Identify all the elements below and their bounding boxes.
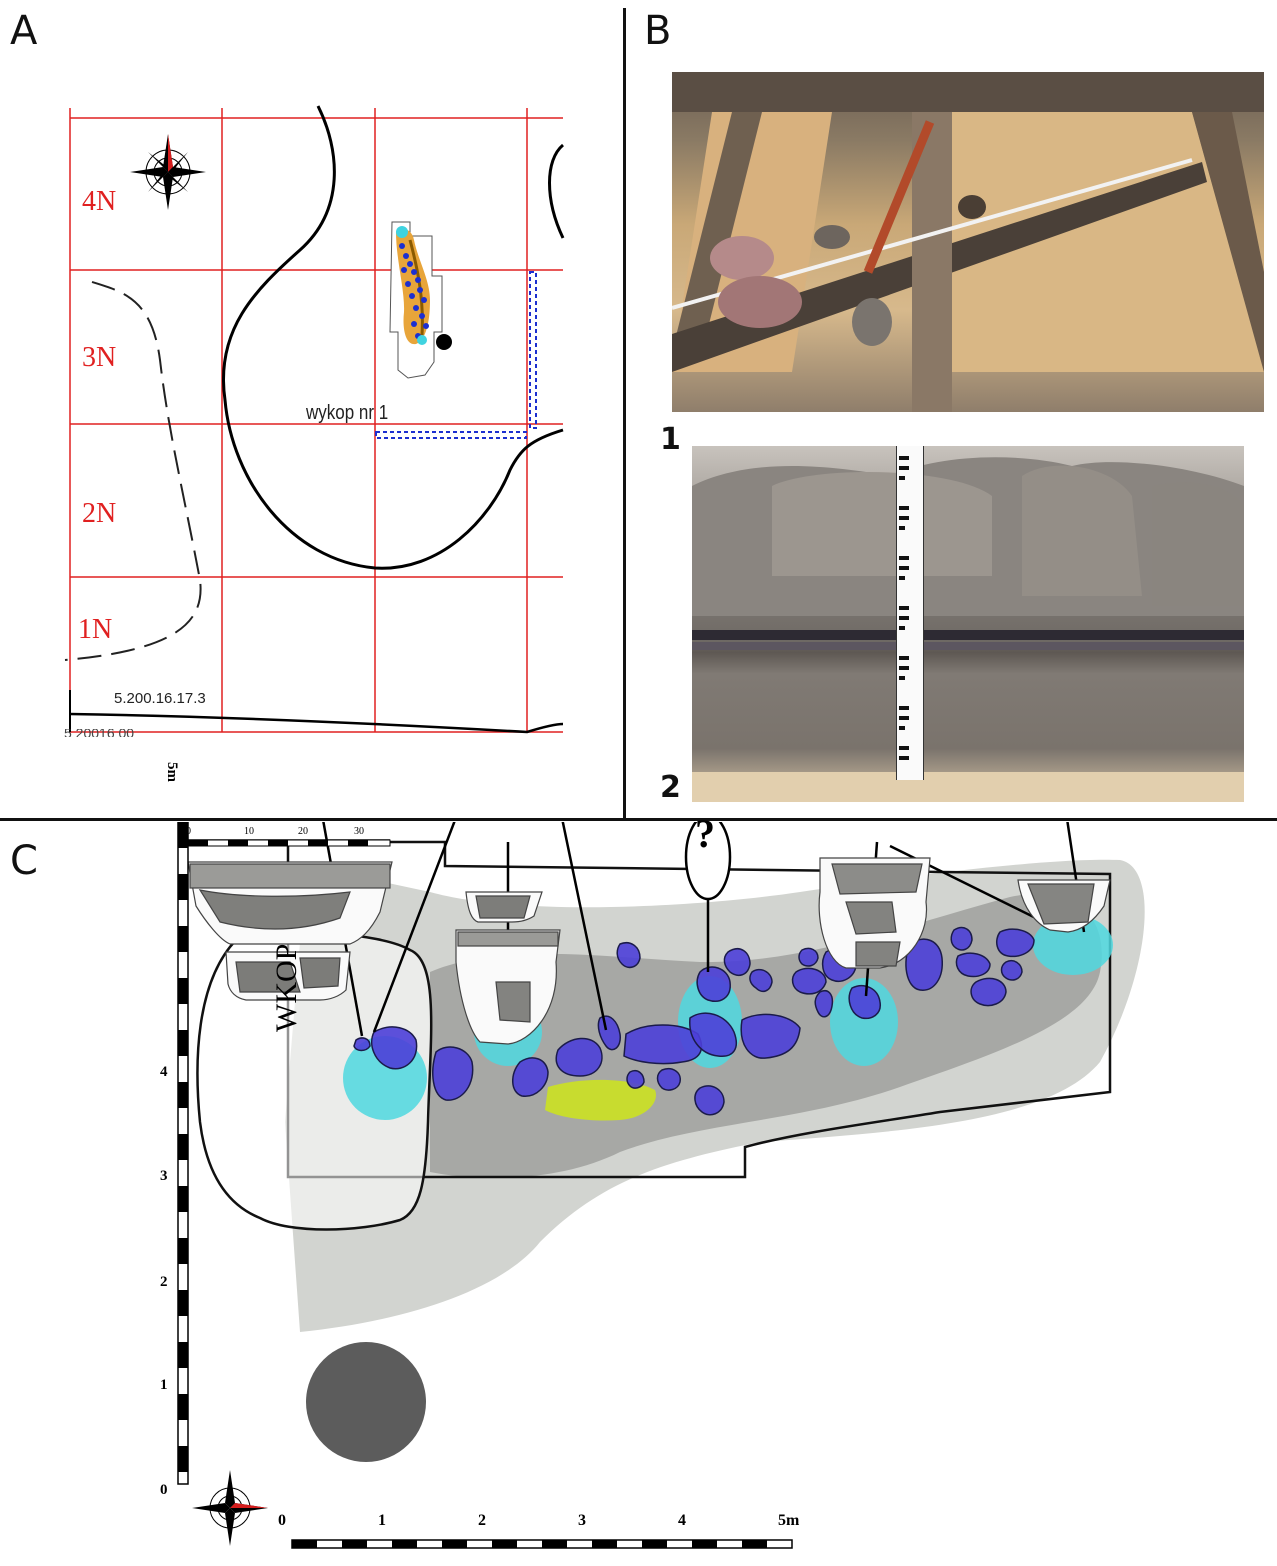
photo-2-label: 2 bbox=[660, 770, 681, 805]
horizontal-scale-bar bbox=[291, 1539, 793, 1549]
measuring-rod bbox=[896, 446, 924, 780]
vertical-scale-tick-1: 1 bbox=[160, 1377, 168, 1393]
feature-plan-panel: WKOP ? 5m 0 1 2 3 4 0 1 2 3 4 5m 0 10 20… bbox=[0, 762, 1277, 1566]
wkop-outline bbox=[196, 931, 433, 1231]
horizontal-divider bbox=[0, 818, 1277, 821]
ruler-tick-20: 20 bbox=[298, 826, 308, 837]
vessel-drawings bbox=[187, 857, 1111, 1045]
vertical-scale-bar bbox=[177, 822, 189, 1485]
feature-outline-right bbox=[548, 143, 565, 239]
ruler-tick-0: 0 bbox=[186, 826, 191, 837]
site-map-panel: 4N 3N 2N 1N wykop nr 1 5.200.16.17.3 5 2… bbox=[0, 0, 620, 815]
horizontal-scale-tick-1: 1 bbox=[378, 1512, 386, 1529]
photo-1-label: 1 bbox=[660, 422, 681, 457]
trench-ruler-horizontal bbox=[375, 431, 527, 439]
excavation-photo-2 bbox=[692, 446, 1244, 802]
map-grid-lines bbox=[69, 108, 563, 733]
panel-label-b: B bbox=[644, 8, 672, 54]
question-oval bbox=[684, 822, 732, 901]
plan-compass-icon bbox=[192, 1470, 268, 1546]
horizontal-scale-tick-2: 2 bbox=[478, 1512, 486, 1529]
top-ruler bbox=[187, 839, 391, 847]
map-compass-icon bbox=[130, 134, 206, 210]
horizontal-scale-tick-4: 4 bbox=[678, 1512, 686, 1529]
ruler-tick-10: 10 bbox=[244, 826, 254, 837]
grid-row-label-3n: 3N bbox=[82, 342, 117, 373]
trench-boundary bbox=[286, 840, 1112, 1179]
feature-plan-drawing bbox=[177, 822, 1145, 1549]
vertical-scale-tick-3: 3 bbox=[160, 1168, 168, 1184]
bottom-code-partial: 5 20016 00 bbox=[64, 729, 135, 737]
feature-outline bbox=[222, 105, 564, 570]
ruler-tick-30: 30 bbox=[354, 826, 364, 837]
trench-inset bbox=[389, 221, 452, 379]
yellow-green-zone bbox=[545, 1079, 657, 1121]
panel-label-c: C bbox=[10, 838, 38, 884]
question-mark: ? bbox=[695, 811, 715, 856]
horizontal-scale-tick-3: 3 bbox=[578, 1512, 586, 1529]
grid-row-label-2n: 2N bbox=[82, 498, 117, 529]
stone-markers bbox=[353, 926, 1035, 1116]
trench-ruler-vertical bbox=[529, 271, 537, 429]
horizontal-scale-unit: 5m bbox=[778, 1512, 800, 1529]
vertical-divider bbox=[623, 8, 626, 820]
map-baseline bbox=[69, 712, 564, 734]
dark-pit-circle bbox=[306, 1342, 426, 1462]
vertical-scale-tick-4: 4 bbox=[160, 1064, 168, 1080]
vertical-scale-tick-0: 0 bbox=[160, 1482, 168, 1498]
vertical-scale-unit: 5m bbox=[164, 762, 180, 782]
reference-code: 5.200.16.17.3 bbox=[114, 690, 206, 707]
excavation-photo-1 bbox=[672, 72, 1264, 412]
vertical-scale-tick-2: 2 bbox=[160, 1274, 168, 1290]
grid-row-label-4n: 4N bbox=[82, 186, 117, 217]
dashed-outline bbox=[64, 281, 202, 661]
horizontal-scale-tick-0: 0 bbox=[278, 1512, 286, 1529]
panel-label-a: A bbox=[10, 8, 38, 54]
wkop-label: WKOP bbox=[270, 943, 303, 1032]
site-map-drawing bbox=[64, 105, 565, 734]
grid-row-label-1n: 1N bbox=[78, 614, 113, 645]
trench-label: wykop nr 1 bbox=[306, 402, 389, 424]
